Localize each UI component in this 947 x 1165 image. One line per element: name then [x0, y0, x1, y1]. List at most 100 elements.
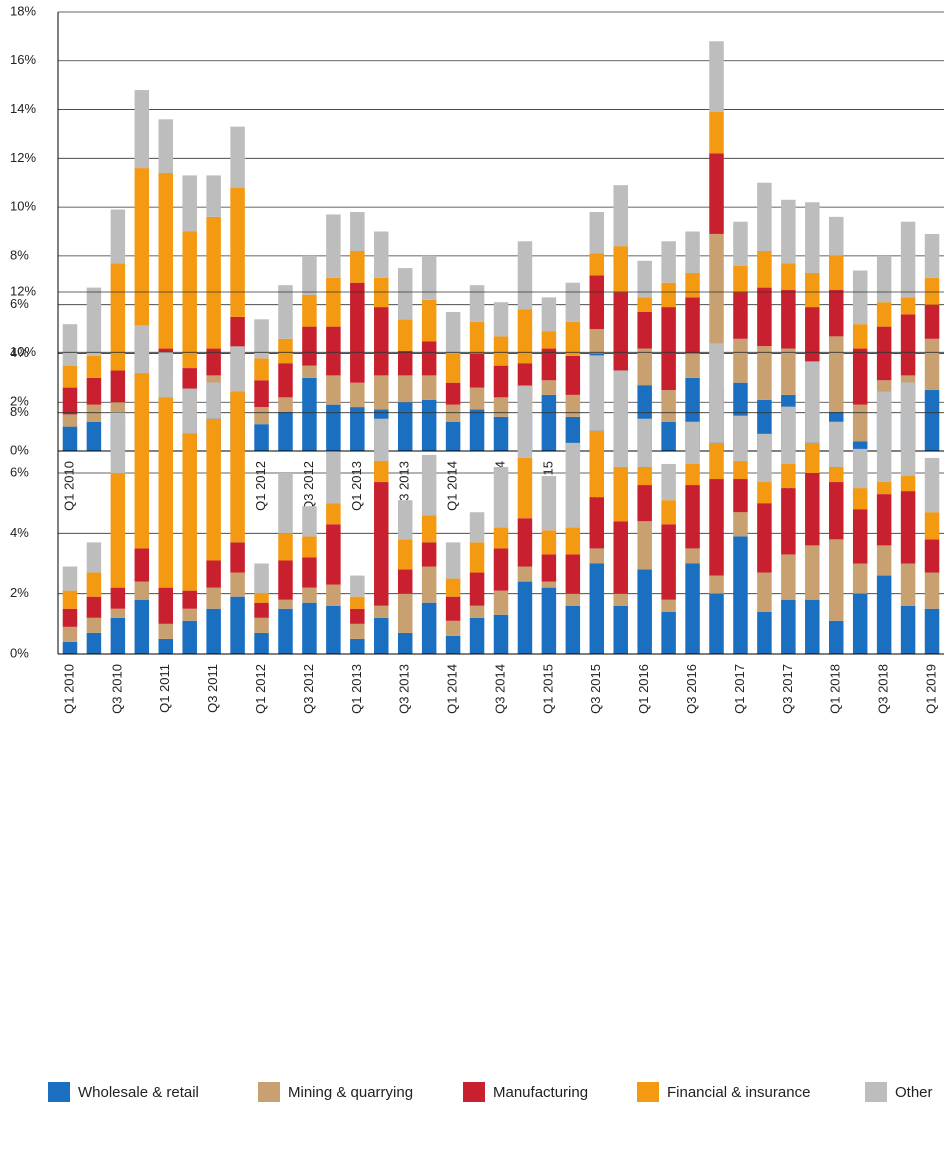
x-tick-label: Q3 2012: [301, 461, 316, 511]
bar-segment: [326, 605, 341, 654]
bar-segment: [781, 290, 796, 349]
bar-segment: [469, 285, 485, 322]
bar-segment: [302, 602, 317, 654]
bar-segment: [709, 575, 724, 594]
bar-segment: [469, 353, 485, 388]
bar-segment: [733, 460, 748, 480]
bar-segment: [757, 287, 772, 347]
bar-segment: [230, 126, 245, 188]
bar-segment: [876, 482, 892, 495]
bar-segment: [182, 388, 197, 434]
bar-segment: [445, 542, 461, 579]
bar-segment: [86, 542, 102, 573]
bar-segment: [661, 421, 676, 451]
bar-segment: [302, 294, 317, 327]
bar-segment: [541, 380, 557, 395]
bar-segment: [613, 185, 628, 247]
bar-segment: [421, 454, 437, 516]
bar-segment: [900, 605, 916, 654]
x-tick-label: Q1 2013: [349, 461, 364, 511]
bar-segment: [350, 638, 365, 654]
bar-segment: [924, 338, 940, 391]
y-tick-label: 12%: [10, 283, 36, 298]
bar-segment: [565, 282, 581, 322]
bar-segment: [302, 536, 317, 558]
bar-segment: [637, 311, 652, 349]
bar-segment: [828, 290, 844, 337]
bar-segment: [134, 373, 150, 549]
bar-segment: [62, 626, 78, 642]
bar-segment: [541, 530, 557, 555]
x-tick-label: Q3 2017: [780, 664, 795, 714]
bar-segment: [565, 416, 581, 451]
bar-segment: [589, 253, 605, 276]
bar-segment: [661, 390, 676, 422]
bar-segment: [397, 632, 413, 654]
bar-segment: [469, 617, 485, 654]
bar-segment: [733, 338, 748, 383]
bar-segment: [62, 414, 78, 427]
bar-segment: [397, 569, 413, 594]
bar-segment: [757, 611, 772, 654]
x-tick-label: Q3 2010: [109, 664, 124, 714]
bar-segment: [110, 608, 126, 618]
bar-segment: [805, 442, 820, 473]
bar-segment: [828, 336, 844, 412]
bar-segment: [565, 321, 581, 356]
bar-segment: [302, 506, 317, 537]
bar-segment: [852, 404, 868, 442]
bar-segment: [206, 418, 221, 561]
x-tick-label: Q3 2013: [397, 461, 412, 511]
bar-segment: [350, 251, 365, 283]
bar-segment: [469, 387, 485, 410]
bar-segment: [206, 382, 221, 419]
bar-segment: [876, 326, 892, 381]
bar-segment: [182, 590, 197, 609]
bar-segment: [278, 285, 293, 339]
legend-label: Other: [895, 1084, 933, 1101]
bar-segment: [493, 527, 509, 549]
bar-segment: [62, 324, 78, 366]
bar-segment: [445, 421, 461, 451]
bar-segment: [781, 599, 796, 654]
bar-segment: [876, 545, 892, 576]
bar-segment: [350, 211, 365, 252]
bar-segment: [374, 231, 389, 278]
legend-label: Manufacturing: [493, 1084, 588, 1101]
bar-segment: [733, 415, 748, 461]
bar-segment: [326, 214, 341, 278]
bar-segment: [637, 297, 652, 312]
bar-segment: [757, 433, 772, 483]
y-tick-label: 10%: [10, 199, 36, 214]
bar-segment: [924, 539, 940, 573]
bar-segment: [852, 593, 868, 654]
x-tick-label: Q1 2015: [540, 664, 555, 714]
bar-segment: [278, 473, 293, 534]
bar-segment: [421, 375, 437, 400]
bar-segment: [876, 575, 892, 654]
y-tick-label: 18%: [10, 3, 36, 18]
bar-segment: [852, 270, 868, 325]
bar-segment: [278, 363, 293, 398]
bar-segment: [421, 341, 437, 376]
bar-segment: [613, 466, 628, 522]
bar-segment: [62, 608, 78, 627]
bar-segment: [781, 463, 796, 489]
bar-segment: [158, 119, 174, 173]
x-tick-label: Q1 2014: [445, 664, 460, 714]
bar-segment: [182, 620, 197, 654]
y-tick-label: 14%: [10, 101, 36, 116]
bar-segment: [254, 407, 269, 425]
bar-segment: [589, 329, 605, 354]
bar-segment: [685, 563, 700, 654]
bar-segment: [134, 581, 150, 600]
bar-segment: [254, 380, 269, 408]
bar-segment: [397, 593, 413, 633]
bar-segment: [469, 572, 485, 606]
bar-segment: [852, 348, 868, 405]
bar-segment: [134, 168, 150, 334]
bar-segment: [661, 241, 676, 283]
bar-segment: [852, 448, 868, 489]
bar-segment: [254, 632, 269, 654]
bar-segment: [493, 548, 509, 591]
